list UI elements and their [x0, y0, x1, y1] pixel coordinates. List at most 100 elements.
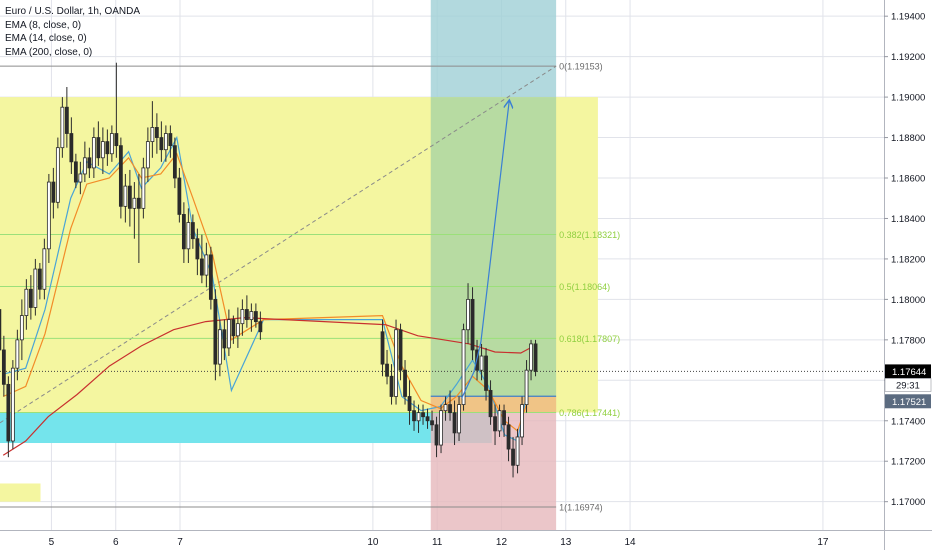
candle-body [195, 238, 200, 260]
candle-body [217, 329, 222, 365]
x-tick-label: 10 [367, 537, 379, 548]
ema8-legend[interactable]: EMA (8, close, 0) [5, 19, 82, 31]
candle-body [385, 363, 389, 377]
fib-level-label: 0.786(1.17441) [559, 408, 620, 418]
y-tick-label: 1.18600 [891, 174, 925, 185]
candle [208, 246, 213, 310]
candle [258, 311, 263, 340]
candle-body [502, 410, 506, 426]
candle-body [231, 319, 236, 337]
entry-price-label: 1.17521 [892, 397, 926, 408]
y-tick-label: 1.17400 [891, 416, 925, 427]
candle [96, 121, 101, 166]
candle-body [479, 355, 484, 371]
forecast-path [461, 101, 510, 399]
zone-small [0, 483, 41, 502]
candle-body [0, 309, 2, 351]
candle [154, 113, 159, 154]
y-tick-label: 1.19000 [891, 93, 925, 104]
candle-body [109, 133, 114, 155]
candle-body [461, 329, 466, 405]
candle-body [235, 323, 240, 337]
y-tick-label: 1.19200 [891, 52, 925, 63]
candle [448, 390, 452, 421]
candle-body [443, 404, 448, 412]
candle-body [199, 258, 204, 276]
candle-body [145, 141, 150, 169]
candle [150, 101, 155, 158]
candle-body [524, 369, 529, 405]
candle [488, 380, 493, 425]
candle-body [87, 157, 92, 169]
candle-body [421, 412, 425, 418]
candle [51, 167, 56, 219]
candle [42, 238, 47, 300]
candle-body [497, 410, 502, 432]
candle [226, 309, 231, 357]
candle [145, 127, 150, 183]
candle-body [78, 173, 83, 183]
candle [529, 339, 533, 381]
candle-body [389, 375, 394, 397]
candle [19, 299, 24, 361]
candle-body [213, 298, 218, 365]
candle-body [6, 383, 11, 442]
candle [403, 360, 407, 405]
candle-body [24, 288, 29, 316]
ema200-legend[interactable]: EMA (200, close, 0) [5, 46, 93, 58]
x-tick-label: 6 [113, 537, 119, 548]
candle [172, 137, 177, 189]
fib-level-label: 0(1.19153) [559, 62, 603, 72]
countdown-label: 29:31 [896, 380, 920, 391]
candle-body [529, 343, 533, 371]
candle-body [141, 167, 146, 209]
candle-body [452, 412, 457, 434]
candle-body [488, 390, 493, 418]
candle-body [439, 410, 443, 446]
candle [524, 360, 529, 413]
candle [186, 208, 191, 263]
candle [520, 396, 524, 446]
candle [127, 169, 132, 227]
candle-body [515, 436, 520, 466]
candle [1, 335, 6, 397]
candle-body [163, 133, 168, 151]
candle-body [123, 185, 128, 207]
candle [82, 141, 87, 183]
candle [502, 404, 506, 437]
candle [55, 137, 60, 209]
ema14-legend[interactable]: EMA (14, close, 0) [5, 33, 87, 44]
candle [123, 173, 128, 223]
candle [439, 404, 443, 454]
candle [434, 416, 439, 458]
candle [213, 289, 218, 381]
candle-body [42, 248, 47, 290]
candle-body [416, 412, 421, 422]
candle [470, 287, 475, 361]
y-tick-label: 1.18400 [891, 214, 925, 225]
candle-body [19, 315, 24, 341]
candle-body [28, 288, 33, 308]
candle [46, 173, 51, 263]
candle-body [64, 106, 69, 134]
symbol-title[interactable]: Euro / U.S. Dollar, 1h, OANDA [5, 6, 141, 17]
candle-body [69, 133, 74, 163]
candle-body [181, 214, 186, 250]
candle [389, 364, 394, 405]
candle [37, 262, 42, 300]
fib-trend-line [0, 65, 557, 424]
last-price-tag: 1.17644 [885, 364, 931, 379]
candle [533, 339, 538, 377]
candle [249, 303, 254, 332]
candle [181, 202, 186, 263]
fib-level-label: 0.5(1.18064) [559, 282, 610, 292]
candle-body [398, 329, 403, 371]
candle-body [190, 222, 195, 240]
candle-body [136, 197, 141, 209]
candle-body [154, 127, 159, 138]
candle [132, 182, 137, 239]
candle-body [51, 181, 56, 203]
candle-body [33, 268, 38, 308]
